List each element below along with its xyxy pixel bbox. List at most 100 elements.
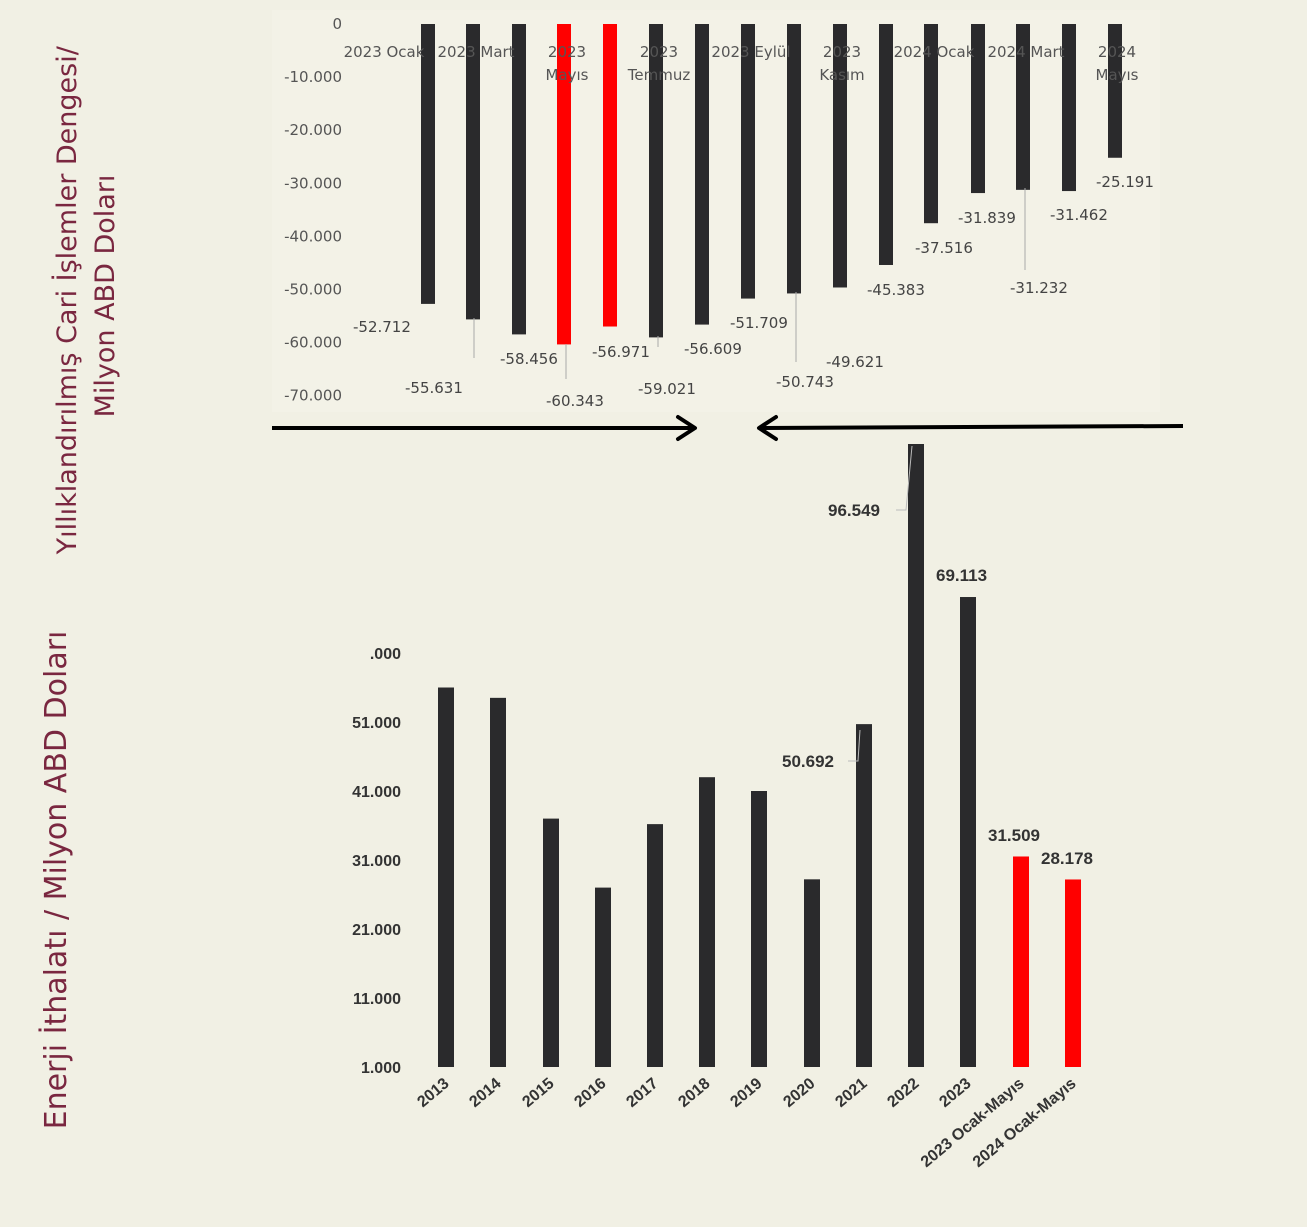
- bottom-bar: [804, 879, 820, 1067]
- top-x-tick-line: Mayıs: [546, 66, 589, 84]
- top-bar: [512, 24, 526, 335]
- bottom-bar: [856, 724, 872, 1067]
- top-data-label: -50.743: [776, 373, 834, 391]
- bottom-data-label: 50.692: [782, 752, 834, 771]
- bottom-y-tick-label: 11.000: [353, 991, 401, 1008]
- top-bar: [924, 24, 938, 224]
- top-x-tick-label: 2023 Temmuz: [627, 43, 691, 84]
- top-x-tick-line: Kasım: [819, 66, 864, 84]
- top-x-tick-label: 2024 Mayıs: [1096, 43, 1139, 84]
- top-x-tick-label: 2023 Eylül: [711, 43, 790, 61]
- top-bar: [421, 24, 435, 304]
- top-bar: [557, 24, 571, 345]
- bottom-bar: [751, 791, 767, 1067]
- top-y-axis: 0 -10.000 -20.000 -30.000 -40.000 -50.000 -60.…: [284, 15, 342, 405]
- top-y-tick-label: -70.000: [284, 387, 342, 405]
- top-data-label: -52.712: [353, 318, 411, 336]
- arrow-left-line: [759, 424, 1184, 430]
- bottom-y-tick-label: 21.000: [352, 922, 401, 939]
- top-data-label: -51.709: [730, 314, 788, 332]
- bottom-y-tick-label: .000: [370, 646, 401, 663]
- top-data-label: -31.462: [1050, 206, 1108, 224]
- top-bar: [649, 24, 663, 338]
- top-bars: [421, 24, 1122, 345]
- top-data-label: -37.516: [915, 239, 973, 257]
- arrow-right-head: [676, 415, 697, 441]
- bottom-y-tick-label: 31.000: [352, 853, 401, 870]
- bottom-bar: [438, 687, 454, 1067]
- top-data-label: -49.621: [826, 353, 884, 371]
- bottom-bar: [647, 824, 663, 1067]
- top-x-tick-label: 2023 Kasım: [819, 43, 864, 84]
- top-y-tick-label: -40.000: [284, 227, 342, 245]
- bottom-leader-line: [896, 445, 913, 511]
- top-data-label: -31.839: [958, 209, 1016, 227]
- top-x-tick-line: 2023 Mart: [437, 43, 514, 61]
- bottom-bar: [490, 697, 506, 1067]
- bottom-x-tick-label: 2019: [727, 1075, 765, 1111]
- top-y-tick-label: -20.000: [284, 121, 342, 139]
- bottom-x-tick-label: 2022: [884, 1075, 922, 1111]
- top-bar: [741, 24, 755, 299]
- top-y-axis-title-line2: Milyon ABD Doları: [90, 175, 121, 418]
- bottom-data-label: 31.509: [988, 826, 1040, 845]
- top-x-tick-label: 2023 Ocak: [344, 43, 425, 61]
- top-y-tick-label: -60.000: [284, 334, 342, 352]
- bottom-x-axis: 2013 2014 2015 2016 2017 2018 2019 2020 2021 2022…: [414, 1075, 1079, 1171]
- top-data-label: -56.609: [684, 340, 742, 358]
- top-y-axis-title-line1: Yıllıklandırılmış Cari İşlemler Dengesi/: [51, 45, 83, 555]
- top-x-tick-line: 2023 Eylül: [711, 43, 790, 61]
- bottom-y-axis-title: Enerji İthalatı / Milyon ABD Doları: [38, 631, 74, 1130]
- top-leader-lines: [473, 188, 1026, 379]
- bottom-y-axis: .000 51.000 41.000 31.000 21.000 11.000 1.000: [352, 646, 401, 1077]
- top-bar: [695, 24, 709, 325]
- top-data-label: -60.343: [546, 392, 604, 410]
- bottom-x-tick-label: 2018: [675, 1075, 713, 1111]
- top-bar: [1016, 24, 1030, 190]
- top-x-tick-label: 2023 Mart: [437, 43, 514, 61]
- top-x-tick-line: 2023: [548, 43, 586, 61]
- bottom-y-tick-label: 1.000: [361, 1060, 401, 1077]
- top-data-label: -55.631: [405, 379, 463, 397]
- top-x-tick-line: Temmuz: [627, 66, 691, 84]
- top-bar: [879, 24, 893, 265]
- bottom-y-tick-label: 41.000: [352, 784, 401, 801]
- bottom-x-tick-label: 2015: [519, 1075, 557, 1111]
- top-bar: [603, 24, 617, 327]
- bottom-x-tick-label: 2017: [623, 1075, 661, 1111]
- top-chart-background: [272, 10, 1160, 412]
- top-data-label: -31.232: [1010, 279, 1068, 297]
- top-x-tick-line: 2024 Ocak: [894, 43, 975, 61]
- bottom-leader-lines: [848, 445, 913, 762]
- top-bar: [787, 24, 801, 294]
- bottom-bar: [908, 444, 924, 1067]
- top-data-label: -58.456: [500, 350, 558, 368]
- top-bar: [466, 24, 480, 320]
- bottom-leader-line: [848, 729, 861, 762]
- top-data-labels: -52.712 -55.631 -58.456 -60.343 -56.971 -59.0…: [353, 173, 1154, 410]
- bottom-bar: [960, 597, 976, 1067]
- top-data-label: -25.191: [1096, 173, 1154, 191]
- top-y-tick-label: -10.000: [284, 68, 342, 86]
- top-x-tick-label: 2024 Mart: [987, 43, 1064, 61]
- top-x-tick-line: 2024 Mart: [987, 43, 1064, 61]
- bottom-x-tick-label: 2016: [571, 1075, 609, 1111]
- top-bar: [971, 24, 985, 194]
- top-x-tick-line: 2023: [823, 43, 861, 61]
- bottom-bar: [543, 818, 559, 1067]
- bottom-bars: [438, 444, 1081, 1067]
- top-y-tick-label: -30.000: [284, 174, 342, 192]
- bottom-x-tick-label: 2014: [466, 1075, 504, 1111]
- bottom-x-tick-label: 2021: [832, 1075, 870, 1111]
- top-data-label: -59.021: [638, 380, 696, 398]
- top-x-tick-line: 2023: [640, 43, 678, 61]
- top-y-axis-title: Yıllıklandırılmış Cari İşlemler Dengesi/…: [51, 38, 121, 556]
- bottom-data-label: 69.113: [936, 566, 987, 585]
- bottom-x-tick-label: 2020: [780, 1075, 818, 1111]
- bottom-bar: [595, 887, 611, 1067]
- bottom-data-label: 28.178: [1041, 849, 1093, 868]
- top-x-tick-label: 2024 Ocak: [894, 43, 975, 61]
